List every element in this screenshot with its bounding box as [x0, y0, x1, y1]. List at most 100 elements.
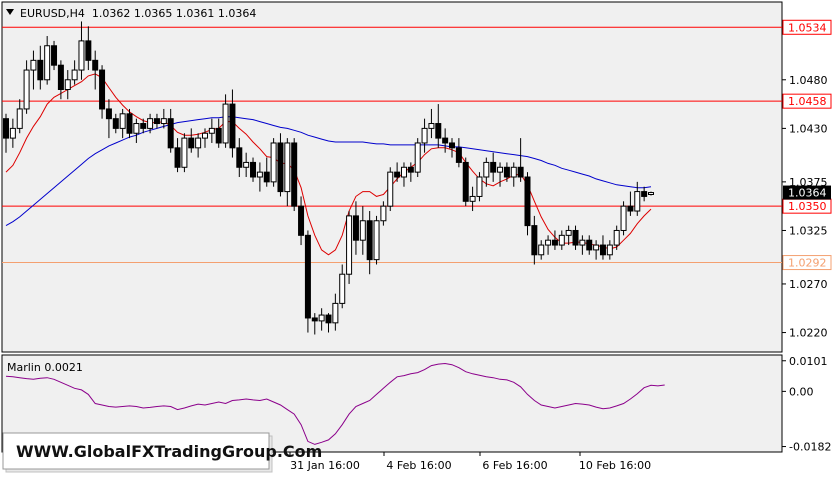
candle-39 — [270, 138, 277, 187]
candle-body — [380, 205, 387, 222]
candle-body — [30, 59, 37, 71]
symbol-dropdown-icon[interactable] — [6, 9, 14, 15]
candle-68 — [469, 186, 476, 212]
candle-body — [531, 225, 538, 256]
candle-28 — [195, 133, 202, 158]
candle-body — [112, 118, 119, 129]
candle-body — [435, 123, 442, 139]
candle-0 — [3, 113, 9, 153]
candle-4 — [30, 50, 37, 90]
candle-body — [16, 108, 23, 129]
candle-18 — [126, 108, 133, 139]
candle-body — [332, 302, 339, 324]
candle-75 — [517, 138, 524, 182]
candle-body — [442, 137, 449, 144]
candle-body — [99, 69, 106, 110]
candle-58 — [400, 162, 407, 187]
candle-27 — [188, 128, 195, 153]
candle-83 — [572, 225, 579, 250]
candle-6 — [44, 36, 51, 85]
candle-body — [160, 118, 167, 125]
candle-body — [71, 69, 78, 81]
candle-74 — [510, 162, 517, 187]
candle-body — [270, 142, 277, 183]
candle-40 — [277, 133, 284, 197]
candle-body — [634, 191, 641, 212]
candle-30 — [208, 118, 215, 143]
candle-48 — [332, 293, 339, 331]
candle-body — [325, 314, 332, 324]
marlin-line — [5, 362, 665, 445]
candle-body — [78, 40, 85, 71]
candle-69 — [476, 172, 483, 202]
candle-body — [572, 229, 579, 246]
watermark-text: WWW.GlobalFXTradingGroup.Com — [16, 442, 322, 461]
candle-46 — [318, 308, 325, 331]
candle-53 — [366, 211, 373, 275]
level-tag-0: 1.0534 — [788, 21, 827, 34]
candle-body — [304, 234, 311, 319]
candle-body — [551, 239, 558, 246]
candle-body — [421, 127, 428, 144]
candle-61 — [421, 118, 428, 153]
candle-55 — [380, 201, 387, 226]
candle-9 — [64, 70, 71, 100]
candle-body — [37, 59, 44, 81]
candle-79 — [545, 235, 552, 255]
candle-90 — [620, 201, 627, 236]
candle-17 — [119, 108, 126, 139]
candle-body — [229, 103, 236, 149]
current-price-tag: 1.0364 — [788, 187, 827, 200]
candle-body — [599, 244, 606, 256]
candle-72 — [497, 162, 504, 187]
candle-11 — [78, 21, 85, 80]
candle-10 — [71, 60, 78, 85]
symbol-header: EURUSD,H4 1.0362 1.0365 1.0361 1.0364 — [20, 7, 256, 20]
candle-body — [517, 166, 524, 178]
candle-87 — [599, 235, 606, 260]
candle-49 — [339, 264, 346, 309]
candle-80 — [551, 230, 558, 250]
level-tag-box-1 — [782, 93, 832, 109]
candle-21 — [147, 113, 154, 134]
candle-body — [490, 161, 497, 173]
candle-41 — [284, 138, 291, 207]
candle-body — [593, 244, 600, 251]
candle-91 — [627, 191, 634, 216]
candle-body — [250, 161, 257, 178]
candle-65 — [449, 138, 456, 158]
candle-64 — [442, 128, 449, 153]
candle-body — [497, 166, 504, 173]
candle-19 — [133, 118, 140, 143]
candle-89 — [613, 225, 620, 250]
candle-22 — [153, 113, 160, 129]
candle-7 — [51, 40, 58, 71]
candle-body — [627, 205, 634, 212]
candle-body — [455, 147, 462, 163]
candle-44 — [304, 230, 311, 333]
candle-85 — [586, 235, 593, 255]
ma-fast-line — [5, 73, 652, 256]
candle-body — [558, 234, 565, 246]
candle-body — [469, 195, 476, 202]
candle-73 — [503, 162, 510, 182]
candle-body — [85, 40, 92, 61]
level-tag-2: 1.0350 — [788, 200, 827, 213]
candle-body — [503, 166, 510, 178]
candle-body — [92, 59, 99, 71]
x-tick-label-0: 31 Jan 16:00 — [290, 459, 360, 472]
candle-82 — [565, 225, 572, 246]
candle-body — [9, 127, 16, 139]
y-tick-label-3: 1.0325 — [789, 224, 828, 237]
candle-body — [565, 229, 572, 236]
candle-body — [387, 171, 394, 207]
candle-body — [407, 166, 414, 173]
candle-body — [236, 147, 243, 168]
candle-body — [64, 79, 71, 91]
candle-body — [339, 273, 346, 304]
candle-body — [291, 142, 298, 207]
candle-body — [359, 220, 366, 241]
y-tick-label-5: 1.0220 — [789, 327, 828, 340]
